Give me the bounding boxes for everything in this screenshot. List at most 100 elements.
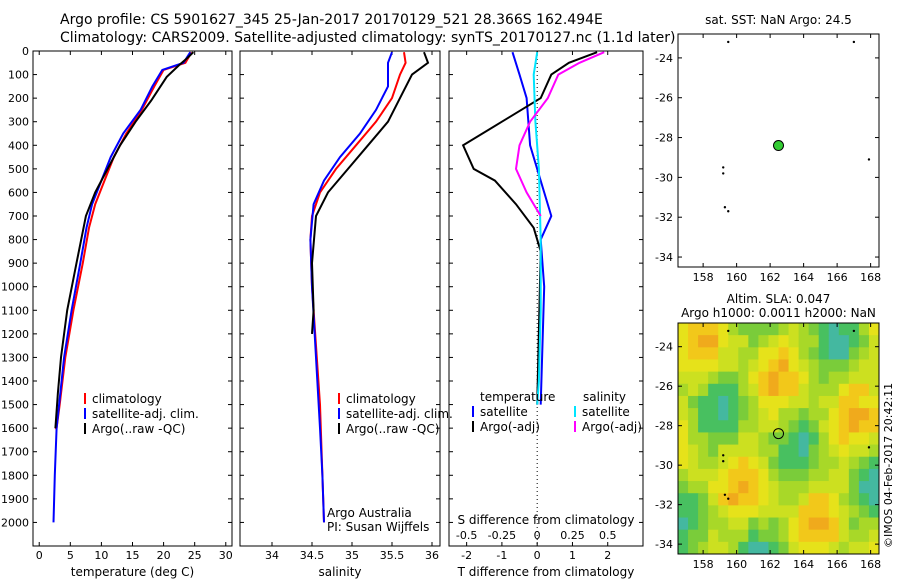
heatmap-cell [808,444,820,458]
heatmap-cell [838,395,850,409]
heatmap-cell [698,517,709,531]
heatmap-cell [718,432,729,446]
y-tick-label: -34 [655,538,673,551]
heatmap-cell [688,395,699,409]
heatmap-cell [728,347,739,360]
heatmap-cell [828,493,840,506]
heatmap-cell [728,408,739,421]
heatmap-cell [788,323,800,336]
heatmap-cell [708,505,719,519]
y-tick-label: -26 [655,92,673,105]
heatmap-cell [708,395,719,409]
x-tick-label: -2 [461,549,472,562]
heatmap-cell [868,541,880,555]
top-tick-label: 0.25 [560,529,585,542]
heatmap-cell [758,444,769,458]
x-tick-label: 34.5 [300,549,325,562]
heatmap-cell [678,481,689,494]
heatmap-cell [768,541,779,555]
heatmap-cell [798,444,810,458]
x-tick-label: 162 [760,271,781,284]
heatmap-cell [868,420,880,433]
heatmap-cell [808,481,820,494]
heatmap-cell [868,481,880,494]
heatmap-cell [748,456,759,470]
heatmap-cell [838,335,850,348]
heatmap-cell [778,505,790,519]
y-tick-label: 900 [8,257,29,270]
heatmap-cell [848,432,860,446]
heatmap-cell [818,408,830,421]
y-tick-label: -24 [655,52,673,65]
island-dot [723,206,727,209]
map-frame [677,33,880,268]
heatmap-cell [738,493,749,506]
y-tick-label: -32 [655,211,673,224]
heatmap-cell [678,359,689,373]
heatmap-cell [768,359,779,373]
heatmap-cell [718,444,729,458]
heatmap-cell [708,420,719,433]
heatmap-cell [788,541,800,555]
heatmap-cell [718,383,729,397]
heatmap-cell [798,335,810,348]
heatmap-cell [688,468,699,482]
heatmap-cell [828,359,840,373]
heatmap-cell [808,359,820,373]
heatmap-cell [758,347,769,360]
heatmap-cell [708,493,719,506]
heatmap-cell [828,468,840,482]
annotation-line: PI: Susan Wijffels [327,520,429,534]
heatmap-cell [718,529,729,543]
heatmap-cell [718,371,729,385]
heatmap-cell [698,432,709,446]
heatmap-cell [738,335,749,348]
heatmap-cell [708,335,719,348]
heatmap-cell [768,456,779,470]
heatmap-cell [838,456,850,470]
heatmap-cell [738,359,749,373]
heatmap-cell [858,420,870,433]
island-dot [867,158,871,161]
legend-label: climatology [346,392,416,406]
heatmap-cell [818,420,830,433]
heatmap-cell [778,395,790,409]
island-dot [723,493,727,496]
heatmap-cell [688,323,699,336]
heatmap-cell [778,456,790,470]
y-tick-label: 2000 [1,516,29,529]
heatmap-cell [798,347,810,360]
heatmap-cell [758,420,769,433]
legend-label: Argo(..raw -QC) [346,422,439,436]
y-tick-label: -28 [655,420,673,433]
heatmap-cell [698,347,709,360]
heatmap-cell [808,505,820,519]
y-tick-label: 1700 [1,446,29,459]
heatmap-cell [698,481,709,494]
heatmap-cell [678,432,689,446]
heatmap-cell [758,432,769,446]
heatmap-cell [798,468,810,482]
x-axis-label: T difference from climatology [457,565,635,579]
x-tick-label: 1 [569,549,576,562]
heatmap-cell [698,420,709,433]
x-tick-label: 162 [760,558,781,571]
heatmap-cell [678,529,689,543]
heatmap-cell [818,468,830,482]
heatmap-cell [828,444,840,458]
y-tick-label: 0 [22,45,29,58]
heatmap-cell [698,493,709,506]
heatmap-cell [768,408,779,421]
heatmap-cell [688,493,699,506]
heatmap-cell [818,347,830,360]
heatmap-cell [688,481,699,494]
heatmap-cell [798,359,810,373]
heatmap-cell [818,371,830,385]
x-axis-label: salinity [318,565,361,579]
heatmap-cell [808,395,820,409]
heatmap-cell [788,505,800,519]
heatmap-cell [738,529,749,543]
heatmap-cell [858,371,870,385]
legend-label: climatology [92,392,162,406]
island-dot [727,329,730,333]
